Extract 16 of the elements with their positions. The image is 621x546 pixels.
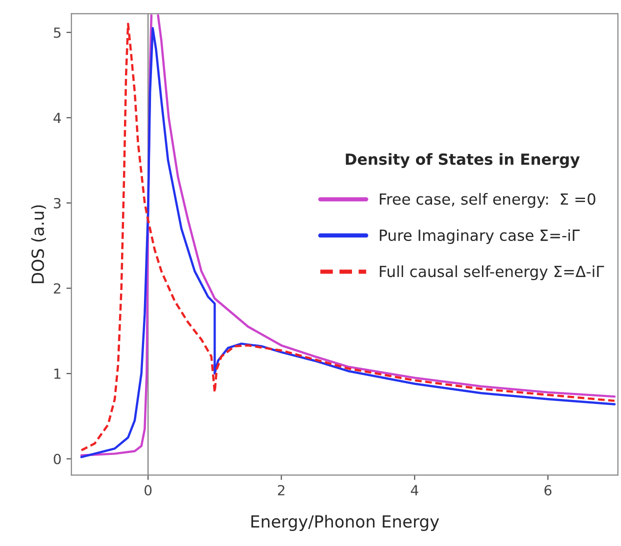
x-axis-title: Energy/Phonon Energy bbox=[251, 514, 440, 531]
x-tick-label: 6 bbox=[544, 484, 552, 496]
y-tick-label: 0 bbox=[54, 454, 61, 464]
x-tick-label: 0 bbox=[144, 484, 152, 496]
y-axis-title: DOS (a.u) bbox=[31, 205, 46, 284]
x-tick-label: 2 bbox=[278, 484, 284, 496]
legend-title: Density of States in Energy bbox=[346, 153, 580, 168]
y-tick-label: 5 bbox=[54, 28, 60, 38]
legend-label: Full causal self-energy Σ=Δ-iΓ bbox=[380, 265, 604, 280]
legend-label: Free case, self energy: Σ =0 bbox=[380, 193, 596, 208]
legend-label: Pure Imaginary case Σ=-iΓ bbox=[380, 229, 580, 244]
y-tick-label: 4 bbox=[54, 112, 61, 123]
x-tick-label: 4 bbox=[410, 485, 418, 496]
y-tick-label: 2 bbox=[54, 283, 60, 294]
y-tick-label: 1 bbox=[54, 368, 60, 379]
y-tick-label: 3 bbox=[54, 198, 61, 208]
